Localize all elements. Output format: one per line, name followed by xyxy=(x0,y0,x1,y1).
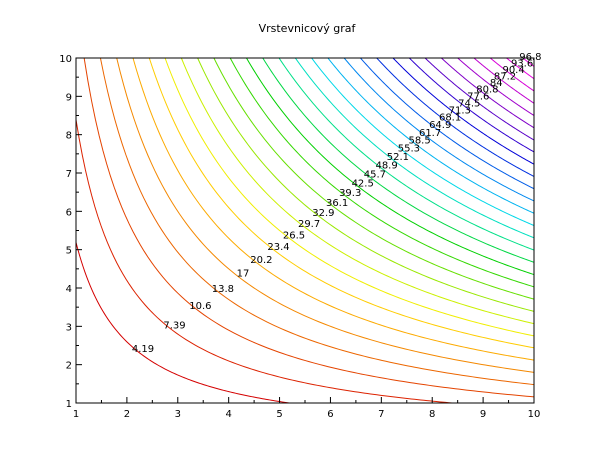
contour-label-25: 80.8 xyxy=(476,85,498,96)
contour-line-20 xyxy=(360,57,535,190)
x-axis: 1 2 3 4 5 6 7 8 9 10 xyxy=(73,397,541,420)
contour-line-19 xyxy=(343,57,535,202)
contour-label-23: 74.5 xyxy=(458,98,480,109)
contour-line-6 xyxy=(132,57,535,361)
contour-label-10: 32.9 xyxy=(312,208,334,219)
contour-line-14 xyxy=(262,57,535,263)
y-tick-label: 9 xyxy=(66,92,72,103)
contour-line-30 xyxy=(522,57,535,67)
y-tick-label: 4 xyxy=(66,284,72,295)
contour-label-29: 93.6 xyxy=(511,59,533,70)
contour-label-27: 87.2 xyxy=(494,71,516,82)
contour-line-9 xyxy=(180,57,535,325)
y-tick-label: 7 xyxy=(66,169,72,180)
contour-line-29 xyxy=(506,57,535,80)
contour-label-19: 61.7 xyxy=(419,128,441,139)
contour-line-7 xyxy=(148,57,535,349)
contour-line-10 xyxy=(197,57,535,312)
contour-label-7: 23.4 xyxy=(267,242,289,253)
contour-line-26 xyxy=(457,57,535,116)
contour-label-9: 29.7 xyxy=(298,219,320,230)
contour-line-3 xyxy=(83,57,535,398)
x-tick-label: 7 xyxy=(378,409,384,420)
contour-line-15 xyxy=(278,57,535,251)
y-tick-label: 3 xyxy=(66,322,72,333)
y-tick-label: 10 xyxy=(59,54,72,65)
contour-label-17: 55.3 xyxy=(398,144,420,155)
contour-line-5 xyxy=(116,57,535,373)
contour-line-8 xyxy=(164,57,535,337)
contour-line-12 xyxy=(229,57,535,288)
contour-line-28 xyxy=(489,57,535,92)
contour-label-26: 84 xyxy=(490,78,503,89)
contour-label-11: 36.1 xyxy=(326,198,348,209)
y-axis: 1 2 3 4 5 6 7 8 9 10 xyxy=(59,54,82,410)
contour-label-8: 26.5 xyxy=(283,230,305,241)
contour-line-16 xyxy=(294,57,535,239)
y-tick-label: 5 xyxy=(66,246,72,257)
contour-line-4 xyxy=(99,57,535,386)
contour-lines xyxy=(75,57,535,404)
contour-label-14: 45.7 xyxy=(364,169,386,180)
chart-title: Vrstevnicový graf xyxy=(259,22,357,35)
x-tick-label: 2 xyxy=(124,409,130,420)
contour-label-28: 90.4 xyxy=(502,65,524,76)
x-tick-label: 8 xyxy=(429,409,435,420)
contour-line-22 xyxy=(392,57,535,165)
contour-label-18: 58.5 xyxy=(408,136,430,147)
x-tick-label: 9 xyxy=(480,409,486,420)
contour-line-25 xyxy=(441,57,535,129)
contour-label-12: 39.3 xyxy=(339,188,361,199)
contour-label-3: 10.6 xyxy=(189,301,211,312)
x-tick-label: 6 xyxy=(327,409,333,420)
contour-line-27 xyxy=(473,57,535,104)
contour-label-1: 4.19 xyxy=(132,344,154,355)
x-tick-label: 5 xyxy=(276,409,282,420)
contour-line-21 xyxy=(376,57,535,177)
contour-line-11 xyxy=(213,57,535,300)
contour-line-13 xyxy=(246,57,535,276)
contour-line-2 xyxy=(75,119,453,404)
contour-label-21: 68.1 xyxy=(439,113,461,124)
contour-line-23 xyxy=(408,57,535,153)
x-tick-label: 10 xyxy=(528,409,541,420)
contour-line-24 xyxy=(424,57,535,141)
x-tick-label: 4 xyxy=(225,409,231,420)
contour-label-6: 20.2 xyxy=(250,255,272,266)
contour-line-18 xyxy=(327,57,535,214)
contour-label-20: 64.9 xyxy=(429,120,451,131)
contour-label-15: 48.9 xyxy=(375,161,397,172)
x-tick-label: 3 xyxy=(175,409,181,420)
contour-label-16: 52.1 xyxy=(387,152,409,163)
y-tick-label: 2 xyxy=(66,361,72,372)
contour-line-17 xyxy=(311,57,535,226)
x-tick-label: 1 xyxy=(73,409,79,420)
contour-label-22: 71.3 xyxy=(449,105,471,116)
contour-label-13: 42.5 xyxy=(352,179,374,190)
y-tick-label: 8 xyxy=(66,131,72,142)
y-tick-label: 6 xyxy=(66,207,72,218)
contour-label-5: 17 xyxy=(237,269,250,280)
y-tick-label: 1 xyxy=(66,399,72,410)
contour-label-2: 7.39 xyxy=(163,320,185,331)
contour-label-4: 13.8 xyxy=(212,284,234,295)
contour-label-24: 77.6 xyxy=(467,92,489,103)
contour-line-1 xyxy=(75,242,290,404)
